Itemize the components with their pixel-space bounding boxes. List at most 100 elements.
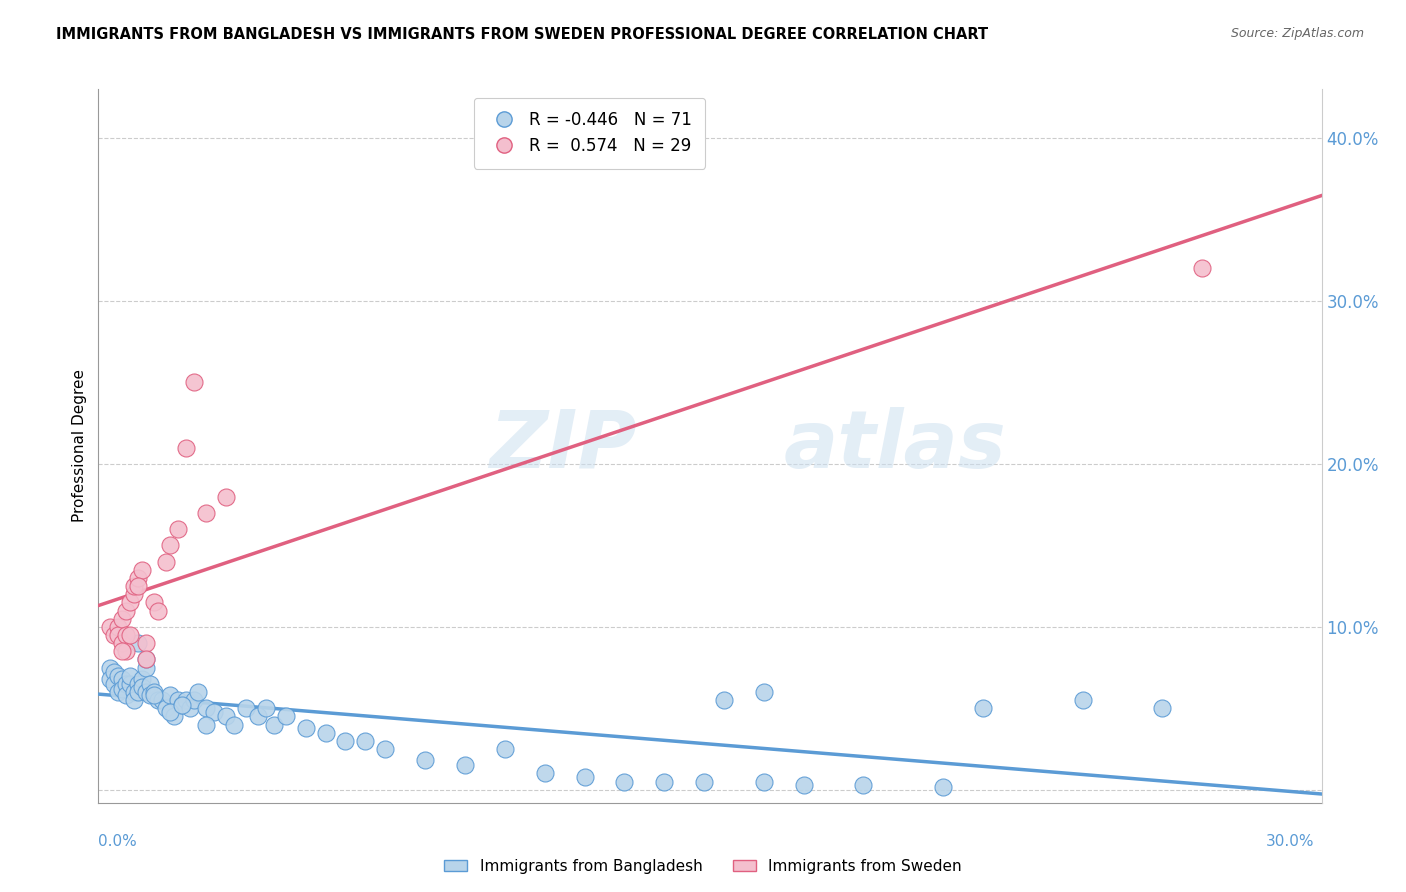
Point [159,705,181,719]
Point [1191,261,1213,276]
Point [315,725,337,739]
Point [235,701,257,715]
Point [131,672,153,686]
Point [163,709,186,723]
Point [135,652,157,666]
Text: Source: ZipAtlas.com: Source: ZipAtlas.com [1230,27,1364,40]
Point [135,685,157,699]
Point [195,506,218,520]
Point [127,571,149,585]
Point [752,774,775,789]
Point [713,693,735,707]
Y-axis label: Professional Degree: Professional Degree [72,369,87,523]
Point [115,644,138,658]
Legend: Immigrants from Bangladesh, Immigrants from Sweden: Immigrants from Bangladesh, Immigrants f… [439,853,967,880]
Point [155,555,177,569]
Point [693,774,716,789]
Point [131,563,153,577]
Point [222,717,245,731]
Point [852,778,875,792]
Point [120,628,142,642]
Point [111,612,134,626]
Point [115,688,138,702]
Point [127,685,149,699]
Point [183,376,205,390]
Point [932,780,955,794]
Point [143,595,166,609]
Point [159,688,181,702]
Point [131,680,153,694]
Point [111,644,134,658]
Point [183,693,205,707]
Point [120,677,142,691]
Point [574,770,596,784]
Point [103,665,125,680]
Point [294,721,316,735]
Point [139,688,162,702]
Point [374,742,396,756]
Point [494,742,516,756]
Point [135,636,157,650]
Point [454,758,477,772]
Point [111,681,134,696]
Point [1071,693,1094,707]
Point [124,587,146,601]
Point [652,774,675,789]
Point [100,660,122,674]
Point [167,693,190,707]
Point [246,709,269,723]
Point [335,734,357,748]
Point [215,490,238,504]
Point [752,685,775,699]
Point [115,603,138,617]
Point [120,595,142,609]
Point [263,717,285,731]
Point [120,669,142,683]
Point [179,701,201,715]
Text: IMMIGRANTS FROM BANGLADESH VS IMMIGRANTS FROM SWEDEN PROFESSIONAL DEGREE CORRELA: IMMIGRANTS FROM BANGLADESH VS IMMIGRANTS… [56,27,988,42]
Point [107,628,129,642]
Point [215,709,238,723]
Text: 30.0%: 30.0% [1267,834,1315,849]
Text: ZIP: ZIP [489,407,637,485]
Point [793,778,815,792]
Point [172,698,194,712]
Point [167,522,190,536]
Point [148,693,170,707]
Point [135,652,157,666]
Point [1152,701,1174,715]
Point [202,705,225,719]
Point [148,603,170,617]
Legend: R = -0.446   N = 71, R =  0.574   N = 29: R = -0.446 N = 71, R = 0.574 N = 29 [474,97,704,169]
Point [115,628,138,642]
Point [127,677,149,691]
Point [124,685,146,699]
Point [135,660,157,674]
Point [124,693,146,707]
Point [533,766,555,780]
Point [103,677,125,691]
Point [172,698,194,712]
Text: atlas: atlas [783,407,1007,485]
Point [972,701,994,715]
Point [115,677,138,691]
Point [187,685,209,699]
Point [111,636,134,650]
Point [139,677,162,691]
Point [155,701,177,715]
Point [195,717,218,731]
Point [254,701,277,715]
Point [413,754,436,768]
Point [613,774,636,789]
Point [127,579,149,593]
Point [150,693,173,707]
Point [274,709,297,723]
Point [103,628,125,642]
Point [174,693,197,707]
Point [127,636,149,650]
Point [195,701,218,715]
Point [100,672,122,686]
Point [174,441,197,455]
Point [159,538,181,552]
Point [354,734,377,748]
